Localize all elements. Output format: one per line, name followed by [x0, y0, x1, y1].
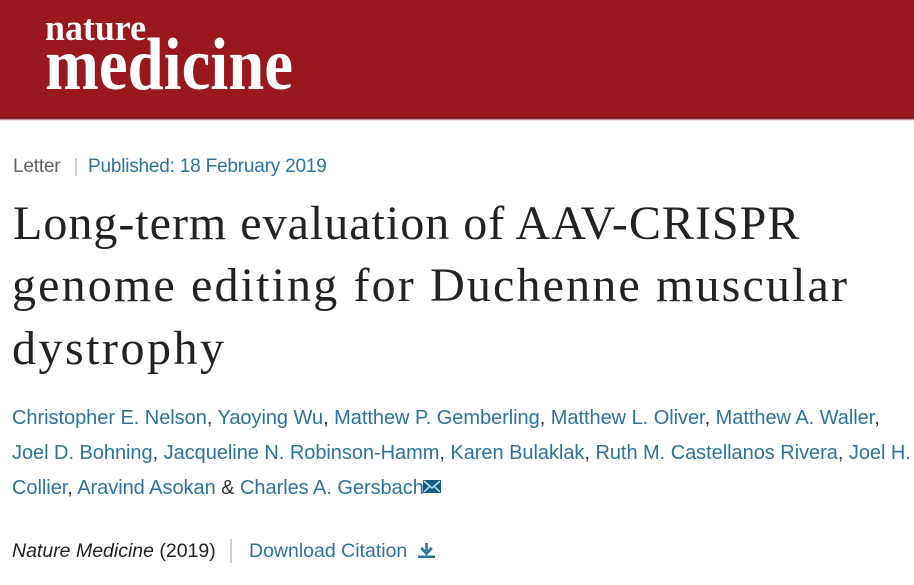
svg-text:medicine: medicine — [45, 24, 293, 106]
svg-text:nature: nature — [45, 8, 146, 49]
